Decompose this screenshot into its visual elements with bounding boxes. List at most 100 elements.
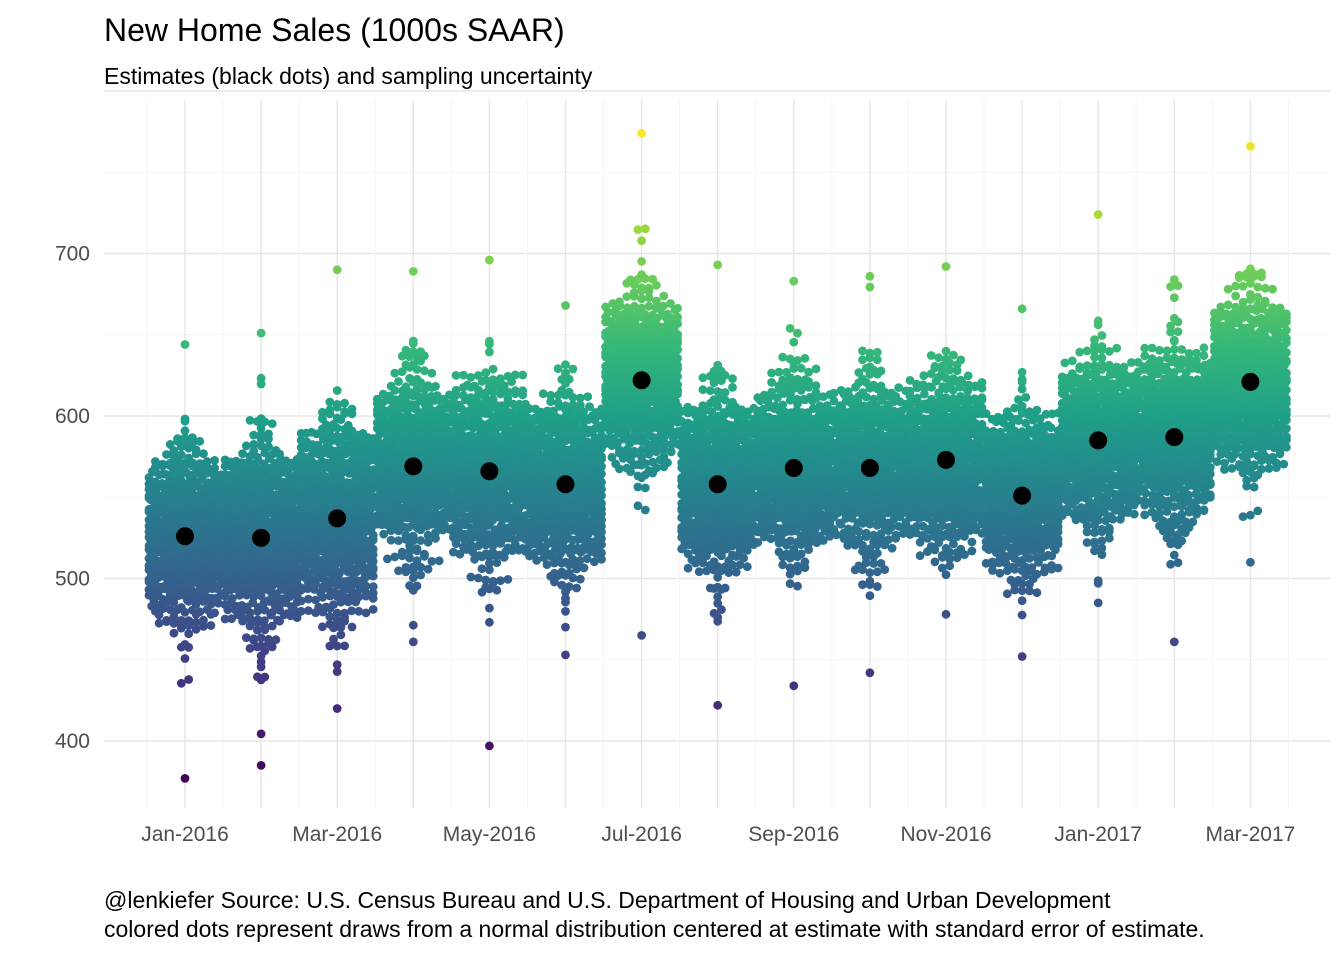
draw-point (423, 564, 433, 574)
draw-point (561, 301, 570, 310)
draw-point (408, 585, 418, 595)
draw-point (408, 573, 418, 583)
draw-point (485, 565, 494, 575)
draw-point (394, 526, 403, 536)
draw-point (546, 397, 556, 407)
draw-point (260, 625, 270, 635)
draw-point (332, 265, 342, 275)
uncertainty-draws (144, 128, 1291, 783)
draw-point (473, 573, 483, 583)
draw-point (162, 597, 171, 607)
draw-point (572, 564, 581, 574)
draw-point (332, 704, 342, 713)
draw-point (210, 456, 220, 465)
draw-point (709, 378, 719, 388)
draw-point (336, 630, 346, 640)
draw-point (434, 556, 444, 566)
draw-point (477, 377, 487, 386)
draw-point (180, 416, 190, 426)
draw-point (249, 430, 259, 440)
draw-point (542, 560, 552, 569)
draw-point (518, 390, 528, 400)
draw-point (698, 373, 708, 383)
draw-point (459, 370, 468, 380)
draw-point (213, 598, 223, 608)
draw-point (553, 364, 563, 374)
draw-point (561, 650, 570, 660)
draw-point (438, 525, 448, 535)
draw-point (347, 409, 357, 419)
draw-point (180, 461, 190, 471)
draw-point (633, 225, 643, 235)
draw-point (165, 461, 175, 470)
draw-point (267, 419, 277, 429)
draw-point (191, 624, 201, 634)
draw-point (173, 455, 183, 465)
draw-point (485, 617, 494, 627)
draw-point (583, 392, 593, 401)
draw-point (253, 417, 262, 426)
chart-title: New Home Sales (1000s SAAR) (104, 12, 565, 48)
draw-point (176, 442, 186, 452)
draw-point (336, 415, 346, 425)
draw-point (477, 564, 487, 574)
draw-point (637, 128, 646, 138)
draw-point (492, 558, 502, 568)
draw-point (557, 558, 567, 568)
draw-point (717, 376, 726, 385)
draw-point (640, 505, 650, 515)
draw-point (568, 573, 578, 583)
draw-point (713, 260, 723, 270)
draw-point (496, 576, 505, 585)
draw-point (325, 603, 335, 613)
draw-point (245, 644, 255, 653)
draw-point (420, 551, 429, 561)
draw-point (169, 628, 179, 638)
draw-point (397, 367, 407, 376)
draw-point (705, 386, 715, 395)
draw-point (256, 662, 266, 672)
draw-point (188, 461, 197, 471)
draw-point (158, 461, 168, 471)
draw-point (256, 761, 266, 770)
draw-point (256, 434, 266, 444)
draw-point (597, 554, 606, 564)
draw-point (256, 729, 266, 739)
draw-point (347, 622, 357, 632)
draw-point (390, 368, 400, 378)
draw-point (492, 585, 502, 595)
draw-point (408, 637, 418, 647)
draw-point (427, 368, 437, 378)
draw-point (169, 612, 179, 621)
draw-point (640, 483, 650, 493)
draw-point (561, 607, 570, 616)
draw-point (180, 426, 190, 436)
draw-point (572, 583, 581, 593)
draw-point (503, 575, 513, 584)
draw-point (184, 629, 194, 639)
draw-point (169, 598, 179, 607)
draw-point (162, 617, 171, 626)
draw-point (249, 440, 259, 449)
draw-point (275, 616, 284, 626)
draw-point (652, 280, 661, 290)
draw-point (485, 584, 494, 594)
draw-point (466, 572, 476, 582)
draw-point (184, 643, 194, 652)
draw-point (368, 594, 378, 603)
draw-point (579, 563, 589, 573)
draw-point (164, 477, 174, 487)
draw-point (199, 597, 208, 606)
draw-point (169, 619, 179, 628)
draw-point (607, 441, 617, 451)
draw-point (176, 678, 186, 688)
draw-point (637, 236, 646, 246)
draw-point (416, 536, 426, 545)
draw-point (238, 449, 248, 458)
draw-point (618, 454, 628, 463)
draw-point (659, 291, 669, 301)
draw-point (176, 623, 186, 633)
draw-point (485, 603, 494, 613)
draw-point (195, 436, 205, 446)
draw-point (728, 382, 737, 392)
